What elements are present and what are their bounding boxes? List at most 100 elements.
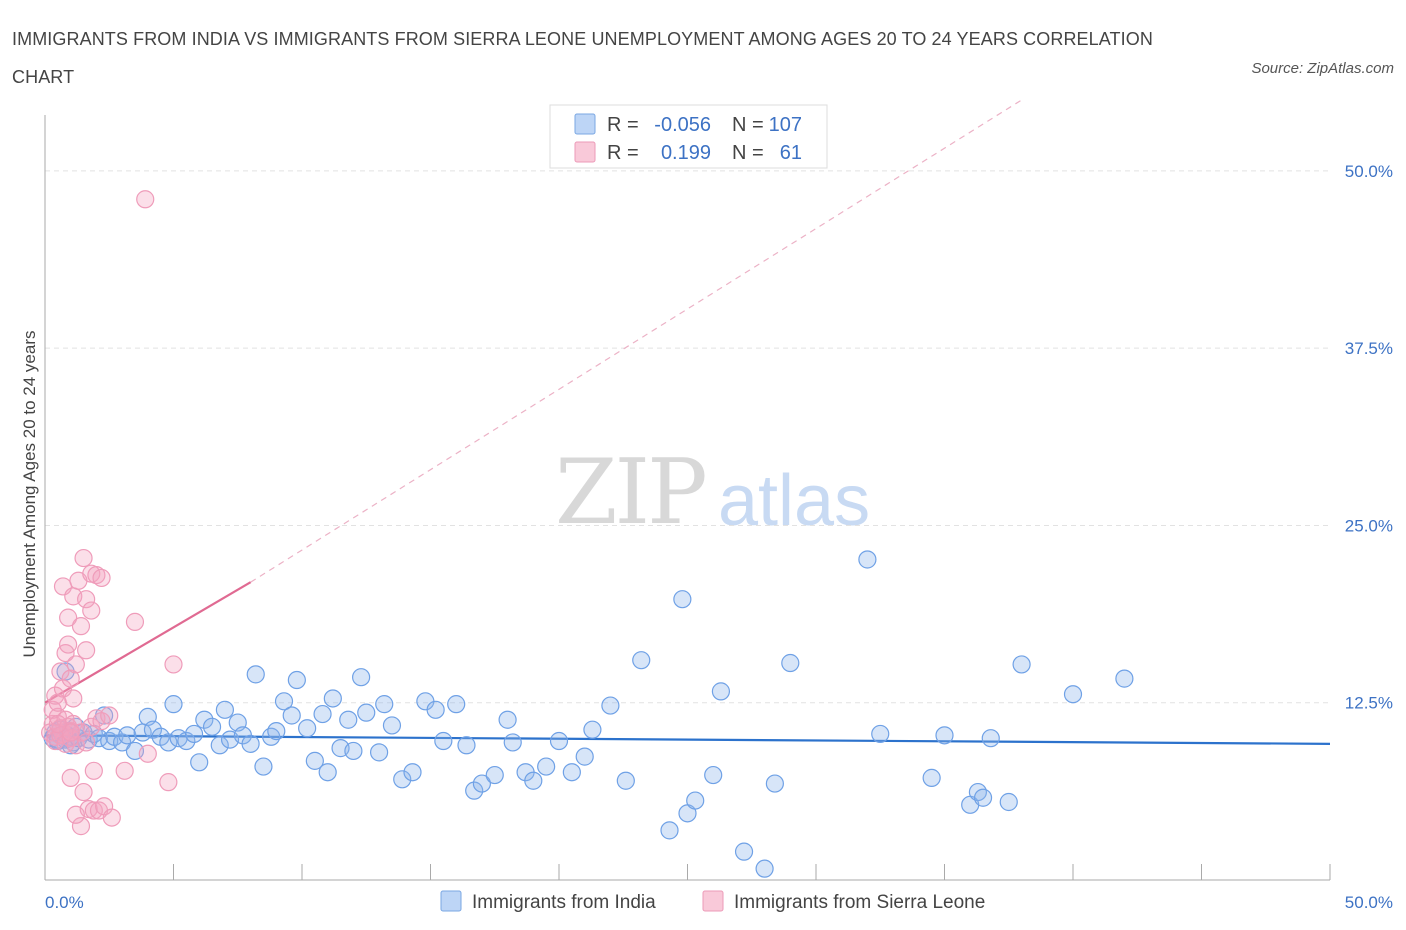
- data-point-sierra-leone: [84, 761, 103, 780]
- data-point-india: [686, 791, 705, 810]
- data-point-india: [524, 771, 543, 790]
- data-point-india: [382, 716, 402, 735]
- data-point-india: [403, 763, 422, 782]
- data-point-india: [1115, 669, 1134, 688]
- data-point-sierra-leone: [77, 590, 96, 609]
- data-point-sierra-leone: [159, 773, 178, 792]
- data-point-india: [999, 792, 1018, 812]
- data-point-india: [426, 700, 445, 719]
- legend-n-value-india: 107: [769, 114, 802, 136]
- data-point-sierra-leone: [64, 689, 83, 708]
- data-point-india: [734, 842, 754, 861]
- data-point-india: [968, 782, 988, 802]
- trend-line-extension-sierra-leone: [250, 99, 1022, 583]
- data-point-sierra-leone: [71, 723, 91, 742]
- data-point-india: [143, 720, 163, 739]
- data-point-india: [184, 724, 204, 744]
- data-point-india: [503, 733, 522, 752]
- data-point-india: [472, 774, 491, 793]
- data-point-sierra-leone: [71, 617, 91, 636]
- data-point-india: [313, 704, 332, 724]
- data-point-sierra-leone: [125, 612, 145, 631]
- data-point-india: [344, 741, 363, 761]
- data-point-india: [935, 726, 954, 745]
- data-point-sierra-leone: [164, 655, 183, 674]
- data-point-india: [357, 703, 376, 722]
- data-point-sierra-leone: [115, 761, 134, 780]
- data-point-sierra-leone: [48, 714, 67, 734]
- data-point-india: [1063, 685, 1083, 704]
- data-point-sierra-leone: [82, 717, 101, 736]
- y-tick-label: 12.5%: [1345, 694, 1393, 713]
- data-point-india: [282, 706, 301, 725]
- data-point-india: [537, 757, 556, 776]
- data-point-sierra-leone: [61, 768, 80, 787]
- legend-r-value-sierra-leone: 0.199: [661, 142, 711, 164]
- data-point-sierra-leone: [102, 808, 121, 827]
- data-point-india: [755, 859, 774, 878]
- data-point-india: [434, 731, 453, 751]
- data-point-india: [673, 590, 692, 609]
- data-point-sierra-leone: [61, 723, 80, 742]
- data-point-sierra-leone: [71, 817, 91, 836]
- data-point-sierra-leone: [74, 548, 93, 568]
- data-point-india: [922, 768, 941, 787]
- data-point-india: [375, 695, 394, 714]
- data-point-sierra-leone: [84, 801, 103, 820]
- data-point-india: [711, 682, 731, 701]
- legend-r-label-india: R =: [607, 114, 639, 136]
- data-point-india: [159, 733, 178, 752]
- legend-r-value-india: -0.056: [654, 114, 711, 136]
- bottom-legend-label-sierra-leone: Immigrants from Sierra Leone: [734, 892, 985, 913]
- data-point-sierra-leone: [92, 568, 111, 588]
- point-layer: [41, 190, 1134, 878]
- data-point-india: [274, 692, 294, 711]
- bottom-legend-swatch-india: [440, 890, 462, 912]
- data-point-sierra-leone: [82, 601, 101, 620]
- data-point-india: [254, 757, 273, 776]
- data-point-india: [202, 717, 222, 736]
- grid-layer: [45, 170, 1330, 704]
- data-point-sierra-leone: [77, 641, 96, 660]
- y-axis-title: Unemployment Among Ages 20 to 24 years: [20, 331, 39, 658]
- data-point-sierra-leone: [59, 608, 78, 627]
- data-point-india: [246, 665, 265, 684]
- legend-swatch-sierra-leone: [574, 141, 596, 163]
- trend-layer: [44, 99, 1331, 745]
- data-point-india: [393, 770, 412, 789]
- data-point-india: [352, 668, 371, 687]
- data-point-india: [298, 719, 317, 738]
- y-tick-label: 25.0%: [1345, 516, 1393, 535]
- data-point-sierra-leone: [51, 726, 70, 745]
- data-point-sierra-leone: [136, 190, 155, 209]
- data-point-sierra-leone: [61, 669, 80, 688]
- data-point-india: [616, 771, 635, 790]
- chart-source: Source: ZipAtlas.com: [1251, 60, 1394, 77]
- legend-r-label-sierra-leone: R =: [607, 142, 639, 164]
- data-point-india: [871, 724, 890, 744]
- legend-n-label-sierra-leone: N =: [732, 142, 764, 164]
- chart-title: IMMIGRANTS FROM INDIA VS IMMIGRANTS FROM…: [12, 29, 1153, 87]
- legend-swatch-india: [574, 113, 596, 135]
- axis-layer: [44, 115, 1331, 881]
- trend-line-sierra-leone: [44, 581, 252, 704]
- data-point-sierra-leone: [87, 565, 106, 585]
- trend-line-india: [44, 734, 1331, 745]
- x-tick-label: 50.0%: [1345, 893, 1393, 912]
- data-point-india: [765, 774, 784, 793]
- data-point-india: [339, 710, 358, 729]
- data-point-sierra-leone: [46, 686, 65, 705]
- x-tick-label: 0.0%: [45, 893, 84, 912]
- data-point-sierra-leone: [66, 655, 85, 674]
- data-point-india: [262, 727, 281, 746]
- data-point-india: [981, 729, 1000, 748]
- series-legend: Immigrants from India Immigrants from Si…: [440, 890, 985, 913]
- data-point-india: [287, 670, 306, 690]
- data-point-india: [447, 695, 466, 714]
- data-point-india: [1012, 655, 1031, 674]
- data-point-india: [164, 695, 183, 714]
- data-point-sierra-leone: [74, 782, 93, 802]
- bottom-legend-label-india: Immigrants from India: [472, 892, 656, 913]
- data-point-sierra-leone: [77, 733, 96, 752]
